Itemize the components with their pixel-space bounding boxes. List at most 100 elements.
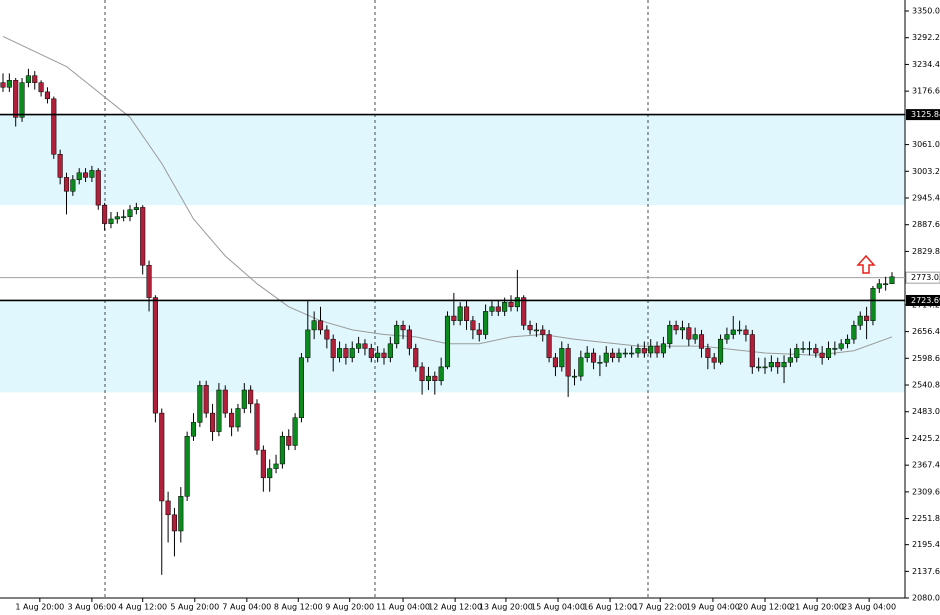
candle-body	[419, 366, 425, 382]
candle-body	[362, 343, 368, 349]
candle-body	[502, 301, 508, 312]
candle-body	[571, 375, 578, 378]
candle-body	[25, 75, 31, 83]
candle-body	[464, 306, 470, 321]
candle-body	[730, 329, 736, 335]
candle-body	[95, 170, 101, 206]
signal-arrow	[856, 254, 876, 274]
candle-body	[387, 343, 393, 358]
x-tick-label: 4 Aug 12:00	[118, 603, 167, 612]
x-tick-label: 12 Aug 12:00	[428, 603, 482, 612]
x-tick-label: 15 Aug 04:00	[531, 603, 585, 612]
candle-body	[819, 352, 825, 358]
candle-body	[102, 204, 108, 224]
level-label: 2723.69	[911, 296, 940, 305]
candle-body	[32, 75, 38, 83]
y-tick-label: 2598.60	[912, 354, 940, 363]
candle-body	[876, 283, 882, 289]
candle-body	[324, 329, 330, 340]
candle-body	[724, 334, 730, 340]
y-tick-label: 2137.60	[912, 567, 940, 576]
candle-body	[152, 297, 158, 414]
candle-body	[673, 325, 679, 331]
candle-body	[514, 297, 520, 308]
y-tick-label: 2945.40	[912, 194, 940, 203]
x-tick-label: 8 Aug 12:00	[274, 603, 323, 612]
candle-body	[629, 352, 635, 355]
candle-body	[438, 366, 444, 382]
candle-body	[305, 329, 311, 358]
candle-body	[667, 325, 673, 345]
x-tick-label: 7 Aug 04:00	[222, 603, 271, 612]
candle-body	[127, 209, 133, 217]
candle-body	[654, 345, 660, 354]
candle-body	[13, 80, 19, 118]
candle-body	[267, 468, 273, 479]
y-tick-label: 2540.80	[912, 381, 940, 390]
candle-body	[279, 435, 285, 465]
candle-body	[413, 348, 419, 368]
candle-body	[622, 352, 628, 355]
candle-body	[457, 306, 463, 321]
candle-body	[470, 320, 476, 331]
x-tick-label: 16 Aug 12:00	[583, 603, 637, 612]
candle-body	[19, 82, 25, 118]
y-tick-label: 2829.80	[912, 247, 940, 256]
level-label: 3125.84	[911, 110, 940, 119]
candle-body	[648, 345, 654, 354]
y-tick-label: 3176.60	[912, 87, 940, 96]
candle-body	[857, 315, 863, 326]
candle-body	[57, 154, 63, 178]
candle-body	[698, 334, 705, 349]
y-tick-label: 2080.00	[912, 594, 940, 603]
y-tick-label: 3003.20	[912, 167, 940, 176]
candle-body	[679, 327, 686, 331]
candle-body	[165, 500, 171, 516]
candle-body	[825, 348, 832, 358]
y-tick-label: 2195.40	[912, 540, 940, 549]
candle-body	[838, 343, 844, 349]
candle-body	[375, 352, 381, 358]
y-tick-label: 3350.00	[912, 7, 940, 16]
candle-body	[660, 343, 666, 354]
candle-body	[743, 329, 749, 335]
level-label-bg	[906, 109, 940, 121]
candle-body	[540, 329, 546, 335]
candle-body	[603, 352, 609, 363]
candle-body	[591, 352, 597, 363]
x-tick-label: 11 Aug 04:00	[376, 603, 430, 612]
x-tick-label: 3 Aug 06:00	[67, 603, 116, 612]
candle-body	[70, 179, 76, 192]
candle-body	[406, 329, 412, 349]
candle-body	[121, 216, 127, 218]
candle-body	[38, 82, 44, 93]
candle-body	[489, 306, 495, 312]
candle-body	[343, 348, 349, 358]
x-tick-label: 23 Aug 04:00	[842, 603, 896, 612]
y-tick-label: 3292.20	[912, 33, 940, 42]
candle-body	[705, 348, 711, 358]
candle-body	[578, 357, 584, 377]
candle-body	[0, 82, 6, 88]
candle-body	[692, 334, 698, 340]
candle-body	[451, 315, 457, 321]
candle-body	[800, 348, 806, 350]
candle-body	[133, 207, 139, 210]
candle-body	[483, 311, 489, 335]
candle-body	[425, 375, 431, 382]
y-tick-label: 2425.20	[912, 434, 940, 443]
candle-body	[235, 408, 241, 428]
candle-body	[552, 357, 559, 368]
y-tick-label: 3234.40	[912, 60, 940, 69]
candle-body	[546, 334, 552, 358]
candle-body	[806, 348, 813, 350]
candle-body	[813, 348, 819, 354]
candle-body	[718, 338, 724, 363]
candle-body	[641, 348, 647, 354]
candle-body	[254, 403, 260, 451]
y-tick-label: 2367.40	[912, 461, 940, 470]
candle-body	[83, 172, 89, 178]
candle-body	[140, 207, 146, 266]
